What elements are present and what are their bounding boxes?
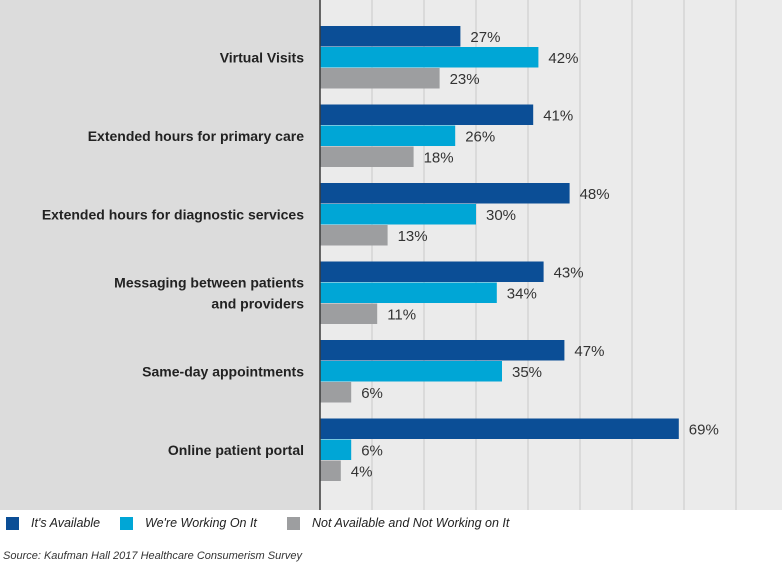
data-label: 6% [361, 442, 383, 459]
bar [320, 439, 352, 460]
legend-item-working: We're Working On It [120, 516, 257, 530]
bar [320, 26, 461, 47]
data-label: 43% [554, 264, 584, 281]
bar-chart: 27% 42% 23% 41% 26% 18% 48% 30% 13% 43% 34% 11% 47% 3… [0, 0, 782, 510]
legend-label-available: It's Available [31, 516, 101, 530]
category-label-panel [0, 0, 320, 510]
legend: It's Available We're Working On It Not A… [0, 516, 782, 536]
bar [320, 183, 570, 204]
data-label: 13% [398, 228, 428, 245]
data-label: 23% [450, 71, 480, 88]
bar [320, 225, 388, 246]
bars: 27% 42% 23% 41% 26% 18% 48% 30% 13% 43% 34% 11% 47% 3… [320, 26, 719, 481]
legend-swatch-not-available [287, 516, 300, 530]
category-label: Virtual Visits [220, 50, 305, 66]
bar [320, 382, 352, 403]
category-label: Online patient portal [168, 442, 304, 458]
data-label: 30% [486, 207, 516, 224]
data-label: 4% [351, 463, 373, 480]
category-label: Same-day appointments [142, 364, 304, 380]
data-label: 6% [361, 385, 383, 402]
bar [320, 204, 476, 225]
data-label: 69% [689, 421, 719, 438]
legend-item-available: It's Available [6, 516, 100, 530]
source-note: Source: Kaufman Hall 2017 Healthcare Con… [3, 550, 302, 562]
legend-swatch-working [120, 516, 133, 530]
data-label: 42% [548, 50, 578, 67]
data-label: 47% [574, 343, 604, 360]
data-label: 11% [387, 306, 416, 323]
data-label: 35% [512, 364, 542, 381]
category-label: Extended hours for diagnostic services [42, 207, 304, 223]
legend-item-not-available: Not Available and Not Working on It [287, 516, 509, 530]
data-label: 48% [580, 186, 610, 203]
legend-label-working: We're Working On It [145, 516, 257, 530]
category-label: Extended hours for primary care [88, 128, 305, 144]
data-label: 34% [507, 285, 537, 302]
bar [320, 460, 341, 481]
bar [320, 303, 378, 324]
bar [320, 104, 534, 125]
bar [320, 282, 497, 303]
bar [320, 340, 565, 361]
data-label: 18% [424, 149, 454, 166]
category-label: Messaging between patients [114, 275, 304, 291]
bar [320, 125, 456, 146]
legend-label-not-available: Not Available and Not Working on It [312, 516, 510, 530]
bar [320, 261, 544, 282]
bar [320, 47, 539, 68]
data-label: 26% [465, 128, 495, 145]
data-label: 41% [543, 107, 573, 124]
category-labels: Virtual Visits Extended hours for primary… [42, 50, 304, 459]
data-label: 27% [470, 29, 500, 46]
legend-swatch-available [6, 516, 19, 530]
bar [320, 68, 440, 89]
category-label: and providers [211, 296, 304, 312]
bar [320, 361, 502, 382]
bar [320, 146, 414, 167]
bar [320, 418, 679, 439]
